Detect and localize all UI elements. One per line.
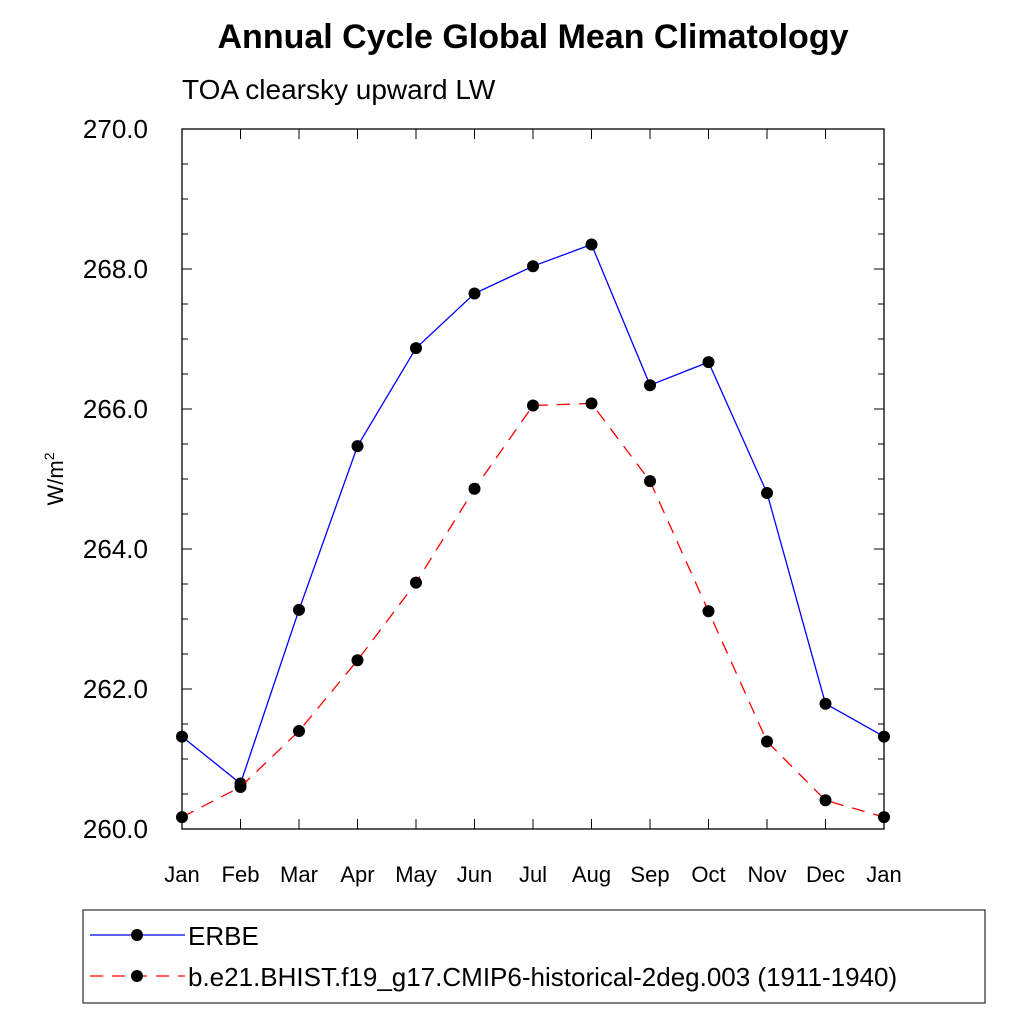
series-1-point — [176, 811, 188, 824]
series-1-point — [585, 397, 598, 410]
x-tick-label: Jan — [164, 862, 199, 887]
series-line-0 — [181, 243, 885, 785]
y-axis-label-superscript: 2 — [41, 452, 57, 460]
series-0-point — [644, 379, 656, 392]
series-0-point — [351, 440, 364, 453]
y-axis-label: W/m2 — [41, 452, 68, 505]
y-tick-label: 268.0 — [83, 254, 148, 284]
series-line-1 — [181, 402, 885, 818]
chart-subtitle: TOA clearsky upward LW — [182, 74, 496, 105]
x-tick-label: Nov — [747, 862, 786, 887]
axis-ticks: Jan Feb Mar Apr May Jun Jul Aug Sep Oct Nov Dec Jan 2… — [83, 114, 902, 887]
x-tick-label: Jun — [457, 862, 492, 887]
series-0-point — [410, 342, 422, 355]
series-1-point — [878, 811, 890, 824]
series-0-point — [819, 697, 832, 710]
y-tick-label: 262.0 — [83, 674, 148, 704]
series-1-point — [819, 794, 832, 807]
x-tick-label: Jul — [519, 862, 547, 887]
legend-label-erbe: ERBE — [188, 921, 259, 951]
series-1-point — [293, 725, 305, 737]
series-0-point — [702, 356, 715, 369]
legend: ERBE b.e21.BHIST.f19_g17.CMIP6-historica… — [82, 909, 986, 1004]
series-1-point — [527, 399, 539, 412]
series-0-point — [761, 487, 773, 499]
series-0-point — [176, 730, 188, 743]
x-tick-label: Jan — [866, 862, 901, 887]
series-0-point — [527, 260, 539, 273]
series-1-point — [410, 576, 422, 589]
y-axis-label-group: W/m2 — [41, 452, 68, 505]
x-tick-label: Dec — [806, 862, 845, 887]
x-tick-label: Feb — [222, 862, 260, 887]
legend-box — [82, 909, 986, 1004]
series-0-point — [585, 238, 598, 251]
series-0-point — [468, 287, 481, 300]
legend-marker-model — [131, 970, 143, 982]
series-1-point — [234, 781, 247, 793]
x-tick-label: Mar — [280, 862, 318, 887]
x-tick-label: May — [395, 862, 437, 887]
y-tick-label: 264.0 — [83, 534, 148, 564]
series-0-point — [878, 730, 890, 743]
series-layer — [176, 238, 890, 824]
x-tick-label: Apr — [340, 862, 374, 887]
legend-marker-erbe — [131, 929, 143, 941]
legend-label-model: b.e21.BHIST.f19_g17.CMIP6-historical-2de… — [188, 962, 897, 992]
y-tick-label: 260.0 — [83, 814, 148, 844]
series-1-point — [351, 654, 364, 667]
series-1-point — [761, 735, 773, 748]
y-tick-label: 266.0 — [83, 394, 148, 424]
y-tick-label: 270.0 — [83, 114, 148, 144]
plot-frame — [181, 128, 885, 830]
series-1-point — [468, 482, 481, 495]
series-1-point — [644, 475, 656, 488]
x-tick-label: Aug — [572, 862, 611, 887]
x-tick-label: Sep — [630, 862, 669, 887]
x-tick-label: Oct — [691, 862, 725, 887]
series-1-point — [702, 605, 715, 618]
series-0-point — [293, 603, 305, 616]
chart-title: Annual Cycle Global Mean Climatology — [218, 18, 849, 56]
